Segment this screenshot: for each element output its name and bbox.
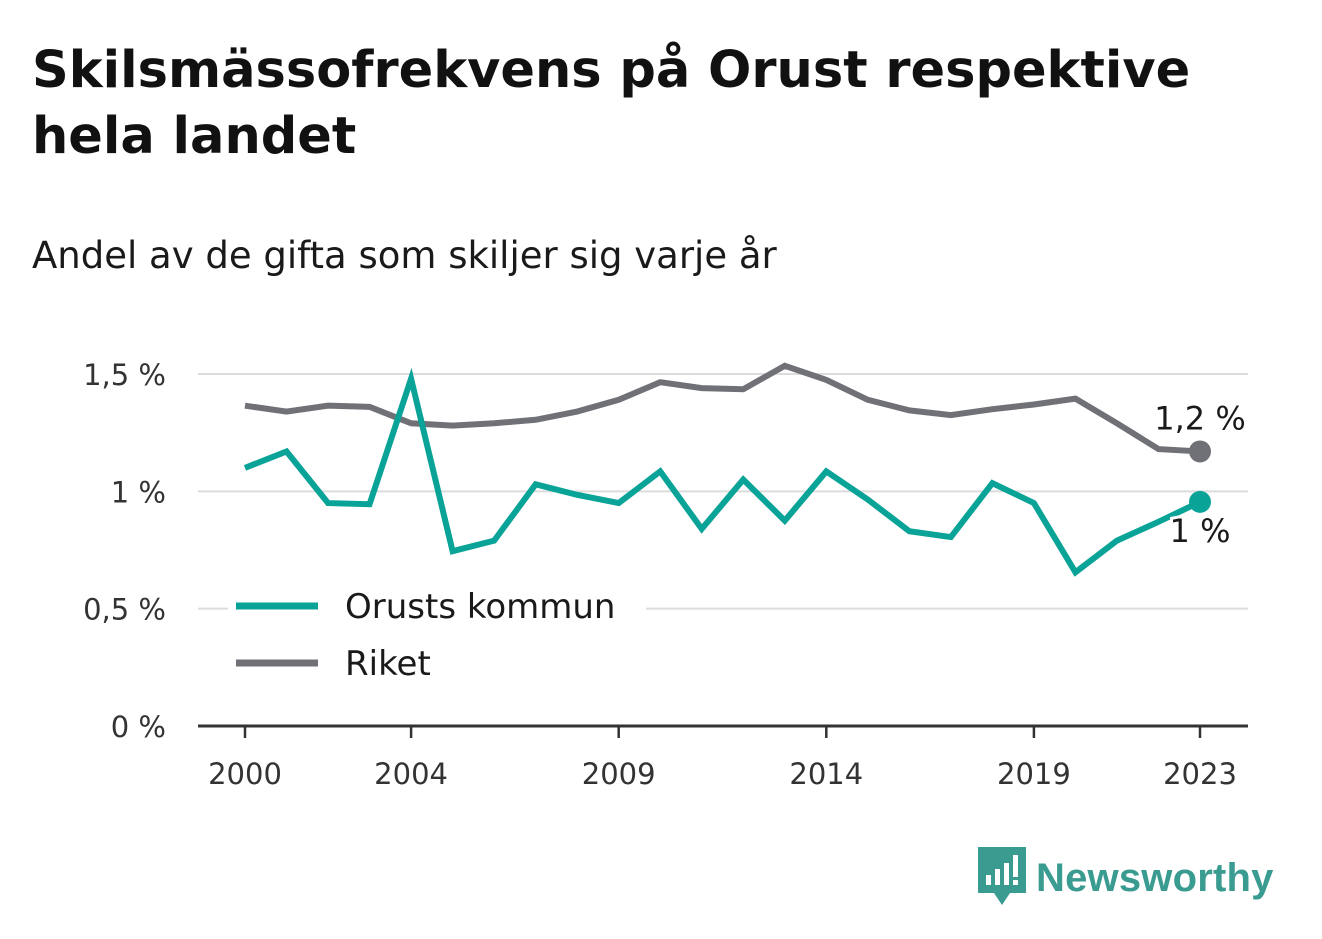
x-axis: 2000 2004 2009 2014 2019 2023: [198, 724, 1248, 791]
x-tick-label: 2019: [997, 757, 1071, 791]
brand-name: Newsworthy: [1036, 855, 1274, 900]
end-point-marker: [1189, 440, 1211, 463]
end-value-label: 1 %: [1170, 512, 1231, 550]
x-tick-label: 2023: [1163, 757, 1237, 791]
series-line: [243, 367, 1202, 577]
newsworthy-logo-icon: [978, 847, 1026, 905]
y-axis-tick-labels: 0 % 0,5 % 1 % 1,5 %: [83, 358, 166, 744]
newsworthy-logo: Newsworthy: [978, 846, 1274, 910]
legend: Orusts kommun Riket: [228, 578, 646, 690]
chart-subtitle: Andel av de gifta som skiljer sig varje …: [32, 234, 777, 277]
legend-background: [228, 578, 646, 690]
y-tick-label: 0 %: [111, 710, 166, 744]
x-tick-label: 2014: [789, 757, 863, 791]
y-tick-label: 1,5 %: [83, 358, 166, 392]
legend-label: Riket: [345, 644, 431, 684]
y-tick-label: 1 %: [111, 475, 166, 509]
series-line: [244, 362, 1201, 455]
end-point-marker: [1189, 490, 1211, 513]
chart-title: Skilsmässofrekvens på Orust respektive h…: [32, 41, 1191, 166]
x-tick-label: 2004: [374, 757, 448, 791]
x-tick-label: 2000: [208, 757, 282, 791]
legend-label: Orusts kommun: [345, 587, 615, 627]
end-value-label: 1,2 %: [1154, 399, 1245, 437]
end-value-labels: 1 % 1,2 %: [1151, 396, 1248, 552]
y-tick-label: 0,5 %: [83, 593, 166, 627]
series-lines: [243, 362, 1211, 577]
line-chart: 0 % 0,5 % 1 % 1,5 % 2000 2004 2009 2014 2019 202…: [83, 358, 1249, 791]
x-tick-label: 2009: [582, 757, 656, 791]
